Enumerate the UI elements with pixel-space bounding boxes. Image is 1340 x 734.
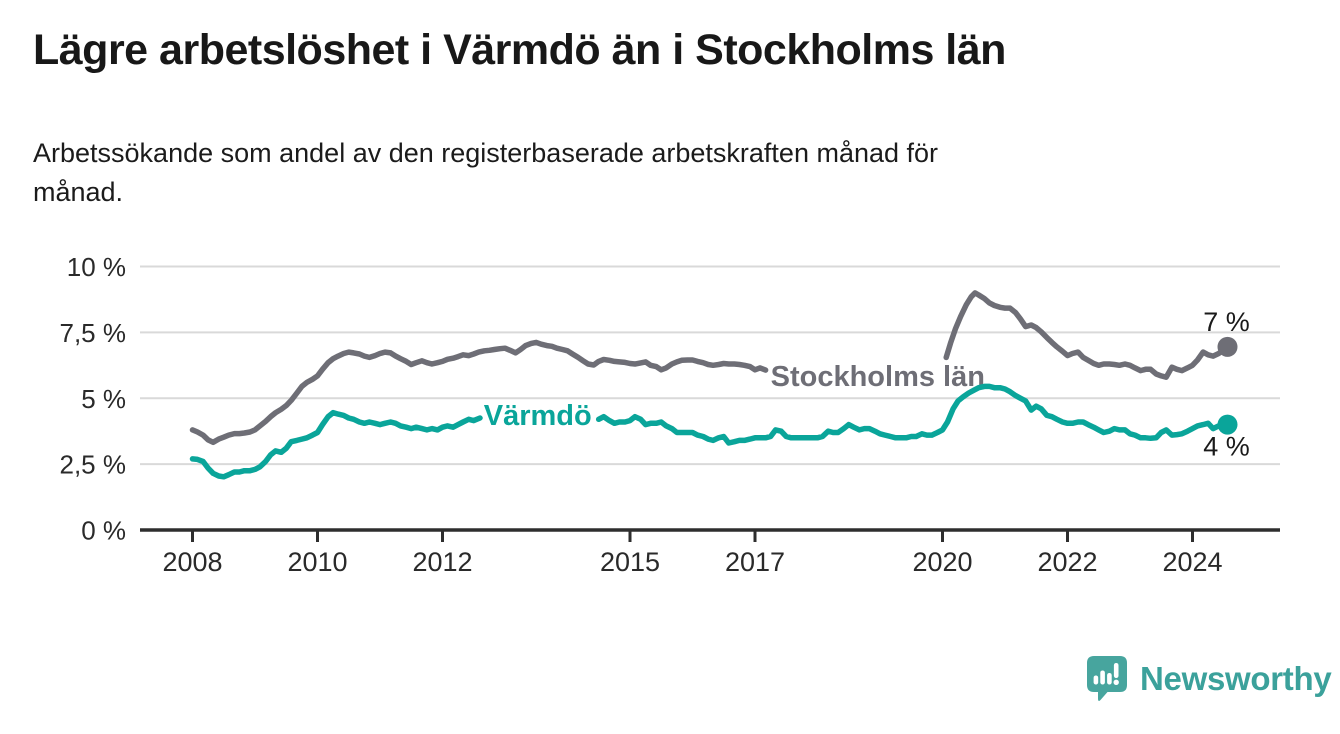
x-tick-label: 2008 <box>162 547 222 577</box>
chart-subtitle: Arbetssökande som andel av den registerb… <box>33 134 938 212</box>
series-line-varmdo <box>189 409 483 480</box>
y-tick-label: 2,5 % <box>60 450 127 480</box>
newsworthy-logo: Newsworthy <box>1085 654 1332 704</box>
bar-icon-tall <box>1100 670 1105 685</box>
subtitle-line-1: Arbetssökande som andel av den registerb… <box>33 138 939 168</box>
y-tick-label: 7,5 % <box>60 318 127 348</box>
y-tick-label: 5 % <box>81 384 126 414</box>
end-label-varmdo: 4 % <box>1203 432 1250 462</box>
y-tick-label: 0 % <box>81 516 126 546</box>
series-line-stockholms-lan <box>189 339 769 446</box>
subtitle-line-2: månad. <box>33 177 124 207</box>
x-tick-label: 2015 <box>600 547 660 577</box>
exclamation-icon <box>1113 663 1119 678</box>
x-tick-label: 2012 <box>412 547 472 577</box>
page-title: Lägre arbetslöshet i Värmdö än i Stockho… <box>33 26 1006 74</box>
series-line-varmdo <box>595 383 1231 446</box>
newsworthy-logo-text: Newsworthy <box>1140 660 1332 697</box>
x-tick-label: 2020 <box>912 547 972 577</box>
x-tick-label: 2024 <box>1162 547 1222 577</box>
end-label-stockholms-lan: 7 % <box>1203 307 1250 337</box>
end-dot-stockholms-lan <box>1217 336 1238 357</box>
newsworthy-bubble-icon <box>1087 656 1127 701</box>
series-label-varmdo: Värmdö <box>484 400 592 432</box>
bar-icon-medium <box>1107 673 1112 685</box>
y-tick-label: 10 % <box>67 252 126 282</box>
series-label-stockholms-lan: Stockholms län <box>771 361 985 393</box>
series-line-stockholms-lan <box>943 290 1231 380</box>
x-tick-label: 2010 <box>287 547 347 577</box>
exclamation-dot-icon <box>1113 679 1119 685</box>
x-tick-label: 2022 <box>1037 547 1097 577</box>
x-tick-label: 2017 <box>725 547 785 577</box>
end-dot-varmdo <box>1217 414 1238 435</box>
bar-icon-small <box>1093 675 1099 685</box>
